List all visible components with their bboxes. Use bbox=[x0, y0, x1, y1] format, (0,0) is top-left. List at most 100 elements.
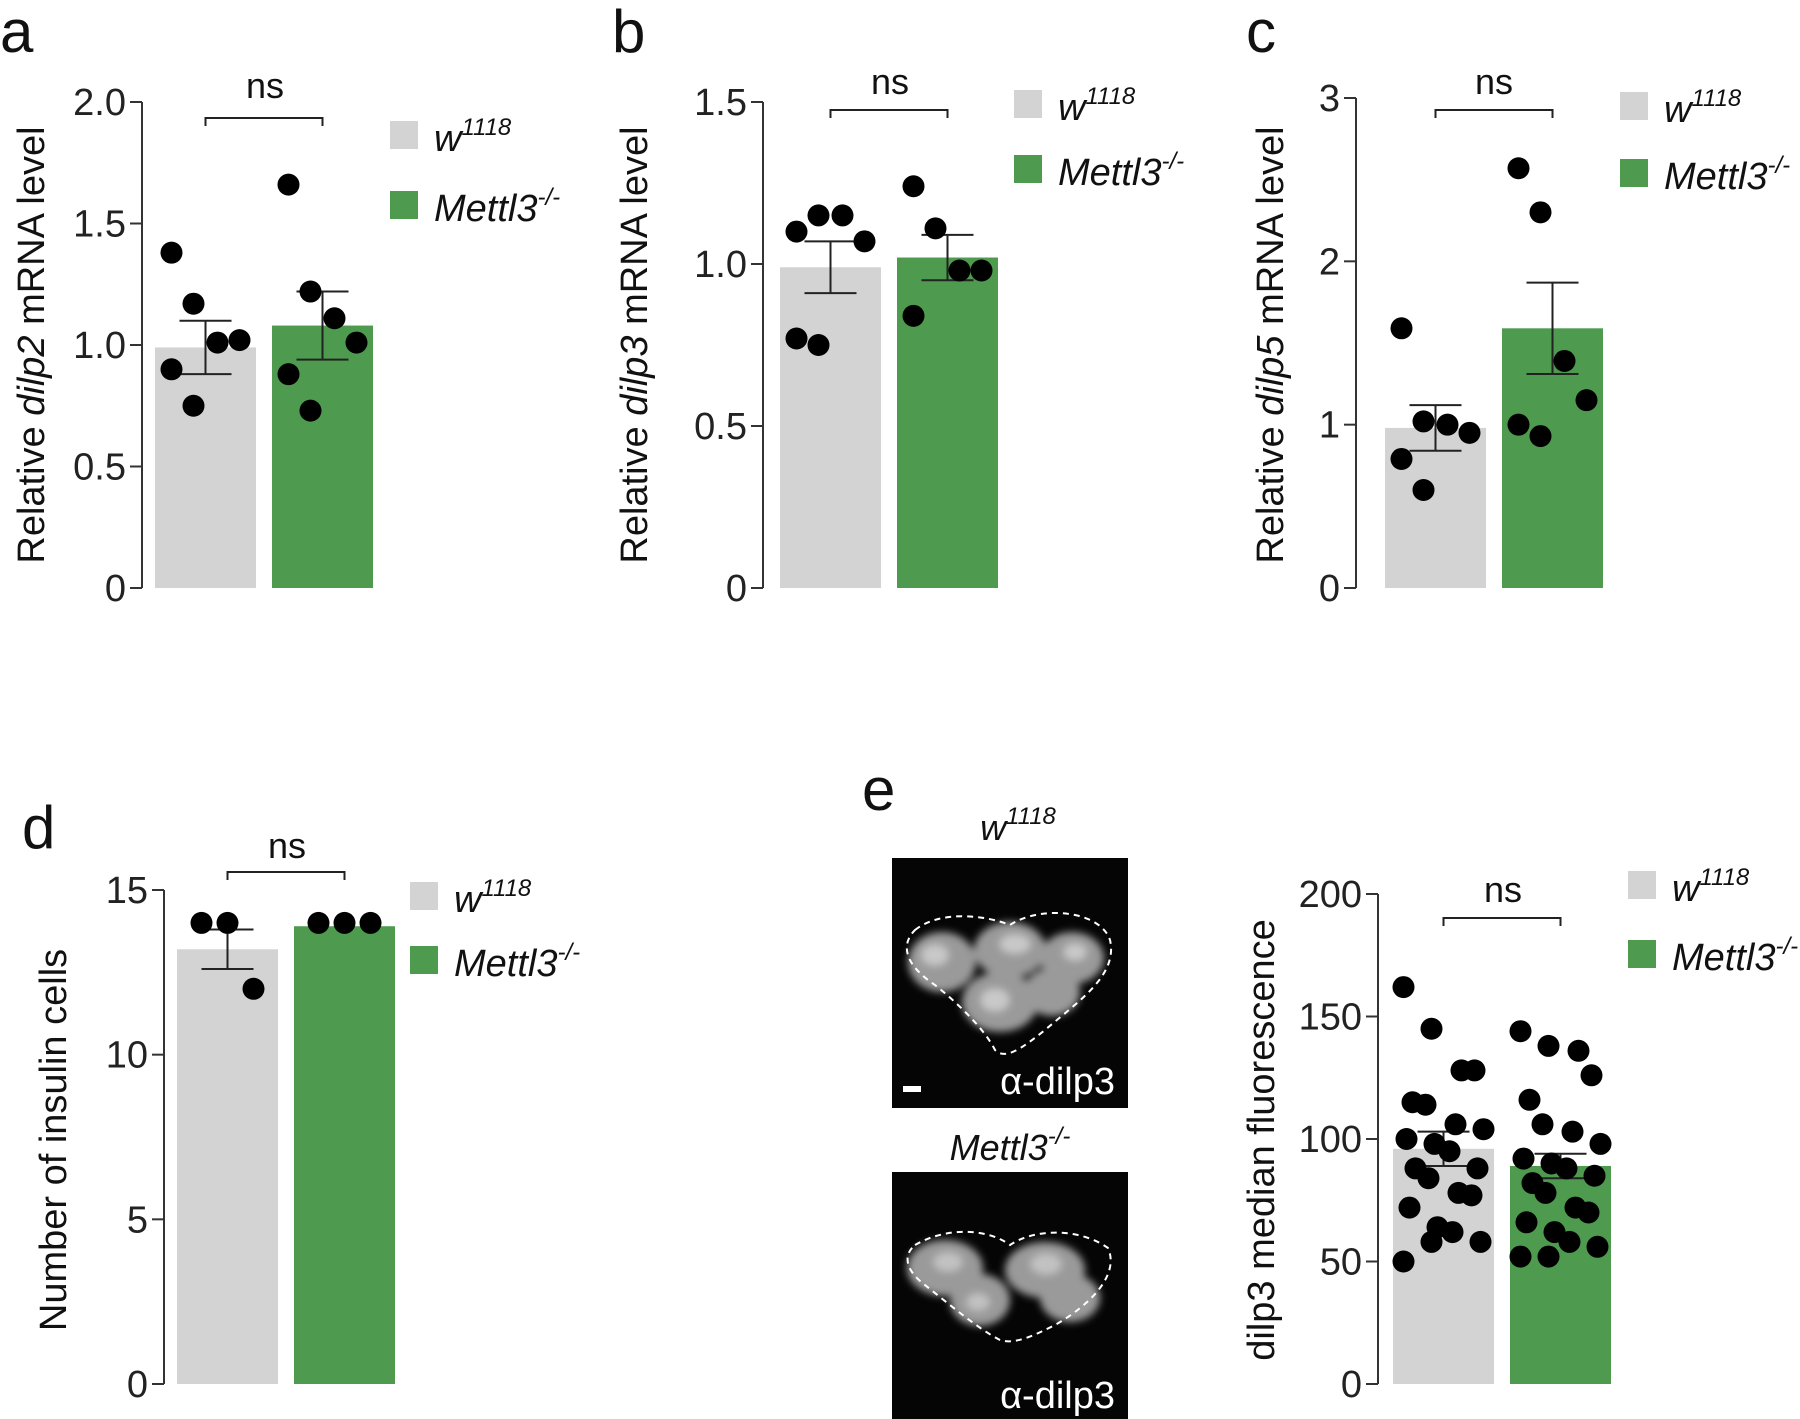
legend-label-control: w1118 bbox=[1058, 83, 1136, 129]
data-point bbox=[242, 977, 265, 1000]
y-tick-label: 200 bbox=[1299, 874, 1362, 916]
legend-swatch-control bbox=[410, 882, 438, 910]
data-point bbox=[1460, 1184, 1483, 1207]
data-point bbox=[1469, 1230, 1492, 1253]
legend-swatch-control bbox=[1628, 871, 1656, 899]
legend-swatch-control bbox=[1014, 90, 1042, 118]
y-tick-label: 10 bbox=[106, 1035, 148, 1077]
data-point bbox=[1466, 1157, 1489, 1180]
data-point bbox=[1417, 1167, 1440, 1190]
significance-bracket bbox=[1442, 917, 1562, 926]
data-point bbox=[1577, 1201, 1600, 1224]
data-point bbox=[1390, 317, 1413, 340]
legend-label-control: w1118 bbox=[1672, 864, 1750, 910]
significance-label: ns bbox=[246, 65, 284, 106]
data-point bbox=[1436, 413, 1459, 436]
data-point bbox=[785, 327, 808, 350]
y-tick-label: 100 bbox=[1299, 1119, 1362, 1161]
data-point bbox=[1518, 1088, 1541, 1111]
data-point bbox=[1412, 479, 1435, 501]
y-tick-label: 1.0 bbox=[73, 325, 126, 367]
legend-label-mutant: Mettl3-/- bbox=[1672, 933, 1798, 979]
legend-label-mutant: Mettl3-/- bbox=[1664, 152, 1790, 198]
data-point bbox=[1555, 1157, 1578, 1180]
data-point bbox=[1537, 1245, 1560, 1268]
significance-label: ns bbox=[1475, 61, 1513, 102]
significance-bracket bbox=[1434, 109, 1554, 118]
panel-letter-b: b bbox=[612, 0, 645, 65]
y-tick-label: 150 bbox=[1299, 997, 1362, 1039]
legend-swatch-control bbox=[1620, 92, 1648, 120]
data-point bbox=[1558, 1230, 1581, 1253]
data-point bbox=[1463, 1059, 1486, 1082]
y-axis-label: Relative dilp5 mRNA level bbox=[1250, 126, 1292, 563]
y-tick-label: 1.5 bbox=[73, 204, 126, 246]
bar-control bbox=[780, 267, 881, 588]
bar-control bbox=[155, 347, 256, 588]
data-point bbox=[1395, 1128, 1418, 1150]
data-point bbox=[228, 329, 251, 352]
y-tick-label: 5 bbox=[127, 1199, 148, 1241]
bar-control bbox=[177, 949, 278, 1384]
data-point bbox=[970, 259, 993, 282]
chart-panel-a: 0 0.5 1.0 1.5 2.0 Relative dilp2 mRNA level ns… bbox=[11, 65, 560, 610]
y-tick-label: 0 bbox=[127, 1364, 148, 1406]
legend-label-control: w1118 bbox=[434, 114, 512, 160]
y-axis-label: Relative dilp2 mRNA level bbox=[11, 126, 53, 563]
data-point bbox=[1507, 157, 1530, 180]
data-point bbox=[299, 280, 322, 303]
micrograph-bottom-stain: α-dilp3 bbox=[1000, 1375, 1115, 1417]
legend-label-control: w1118 bbox=[454, 875, 532, 921]
data-point bbox=[1420, 1230, 1443, 1253]
data-point bbox=[1534, 1181, 1557, 1204]
micrograph-top-stain: α-dilp3 bbox=[1000, 1061, 1115, 1103]
y-tick-label: 0 bbox=[1319, 568, 1340, 610]
legend-label-control: w1118 bbox=[1664, 85, 1742, 131]
legend-swatch-mutant bbox=[1628, 940, 1656, 968]
data-point bbox=[359, 911, 382, 934]
data-point bbox=[1412, 410, 1435, 433]
micrograph-top: α-dilp3 bbox=[892, 858, 1128, 1108]
data-point bbox=[1392, 976, 1415, 999]
data-point bbox=[1586, 1235, 1609, 1258]
panel-letter-c: c bbox=[1246, 0, 1276, 65]
data-point bbox=[345, 331, 368, 354]
data-point bbox=[160, 241, 183, 264]
data-point bbox=[1509, 1245, 1532, 1268]
data-point bbox=[948, 259, 971, 282]
legend-swatch-mutant bbox=[410, 946, 438, 974]
y-tick-label: 1.5 bbox=[694, 82, 747, 124]
legend-label-mutant: Mettl3-/- bbox=[1058, 148, 1184, 194]
data-point bbox=[1561, 1120, 1584, 1143]
data-point bbox=[1583, 1164, 1606, 1187]
data-point bbox=[807, 204, 830, 227]
y-axis-label: dilp3 median fluorescence bbox=[1241, 919, 1283, 1361]
data-point bbox=[1509, 1020, 1532, 1043]
bar-mutant bbox=[1510, 1165, 1611, 1384]
data-point bbox=[924, 217, 947, 240]
data-point bbox=[807, 334, 830, 356]
y-tick-label: 2.0 bbox=[73, 82, 126, 124]
data-point bbox=[1567, 1039, 1590, 1062]
significance-bracket bbox=[204, 117, 324, 126]
data-point bbox=[1444, 1113, 1467, 1136]
data-point bbox=[182, 394, 205, 417]
y-tick-label: 0 bbox=[105, 568, 126, 610]
data-point bbox=[333, 911, 356, 934]
chart-panel-e: 0 50 100 150 200 dilp3 median fluorescence ns w… bbox=[1241, 864, 1798, 1406]
data-point bbox=[216, 911, 239, 934]
legend-swatch-mutant bbox=[1620, 159, 1648, 187]
legend-swatch-mutant bbox=[1014, 155, 1042, 183]
micrograph-bottom-title: Mettl3-/- bbox=[950, 1123, 1071, 1168]
panel-letter-d: d bbox=[22, 794, 55, 861]
data-point bbox=[1537, 1034, 1560, 1057]
y-axis-label: Relative dilp3 mRNA level bbox=[614, 126, 656, 563]
y-tick-label: 2 bbox=[1319, 241, 1340, 283]
chart-panel-d: 0 5 10 15 Number of insulin cells ns w1118 Mett… bbox=[33, 825, 580, 1406]
data-point bbox=[190, 911, 213, 934]
data-point bbox=[160, 358, 183, 381]
legend-swatch-mutant bbox=[390, 191, 418, 219]
data-point bbox=[182, 292, 205, 315]
y-tick-label: 0 bbox=[726, 568, 747, 610]
data-point bbox=[785, 220, 808, 243]
